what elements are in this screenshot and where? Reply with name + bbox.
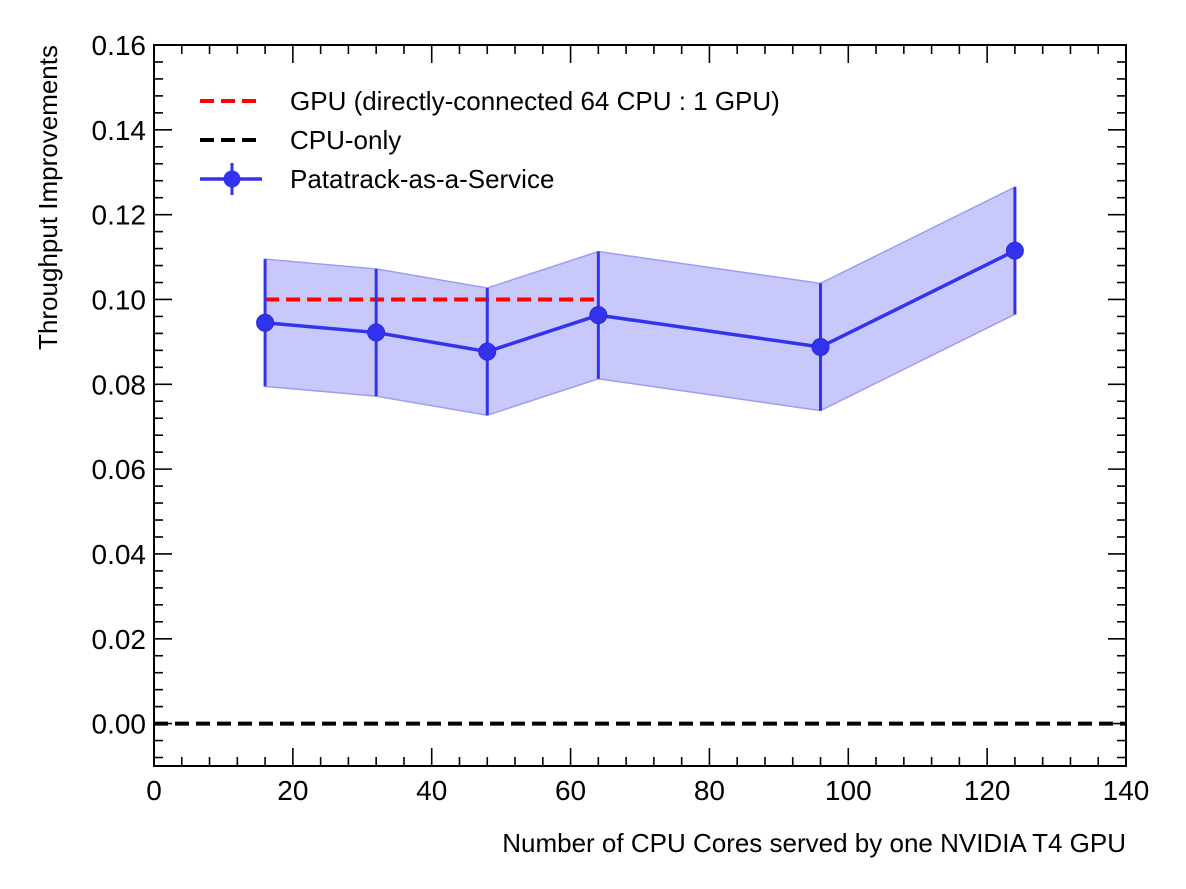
patatrack-point [478, 342, 497, 361]
y-tick-label: 0.16 [92, 30, 147, 61]
y-tick-label: 0.02 [92, 624, 147, 655]
x-tick-label: 60 [555, 775, 586, 806]
plot-frame [153, 44, 1127, 767]
y-tick-label: 0.00 [92, 709, 147, 740]
y-tick-label: 0.10 [92, 284, 147, 315]
legend-label-patatrack: Patatrack-as-a-Service [290, 164, 554, 194]
x-tick-label: 40 [416, 775, 447, 806]
x-tick-label: 100 [825, 775, 872, 806]
series-line-layer [154, 187, 1126, 726]
x-tick-label: 140 [1103, 775, 1150, 806]
legend: GPU (directly-connected 64 CPU : 1 GPU) … [200, 86, 780, 195]
x-tick-label: 0 [146, 775, 162, 806]
tick-labels-layer: 0 20 40 60 80 100 120 140 0.00 0.02 0.04 0.06 0.08 0.… [92, 30, 1150, 806]
y-tick-label: 0.14 [92, 115, 147, 146]
y-axis-label: Throughput Improvements [33, 45, 63, 350]
legend-label-cpu-only: CPU-only [290, 125, 401, 155]
x-axis-label: Number of CPU Cores served by one NVIDIA… [502, 828, 1126, 858]
patatrack-point [367, 323, 386, 342]
y-tick-label: 0.06 [92, 454, 147, 485]
patatrack-line [264, 249, 1016, 354]
legend-label-gpu: GPU (directly-connected 64 CPU : 1 GPU) [290, 86, 780, 116]
x-tick-label: 20 [277, 775, 308, 806]
patatrack-point [256, 313, 275, 332]
patatrack-point [811, 337, 830, 356]
axis-ticks-layer [153, 44, 1127, 766]
legend-swatch-patatrack-marker [223, 170, 241, 188]
y-tick-label: 0.12 [92, 200, 147, 231]
x-tick-label: 120 [964, 775, 1011, 806]
x-tick-label: 80 [694, 775, 725, 806]
patatrack-point [1005, 241, 1024, 260]
patatrack-point [589, 306, 608, 325]
y-tick-label: 0.04 [92, 539, 147, 570]
y-tick-label: 0.08 [92, 369, 147, 400]
